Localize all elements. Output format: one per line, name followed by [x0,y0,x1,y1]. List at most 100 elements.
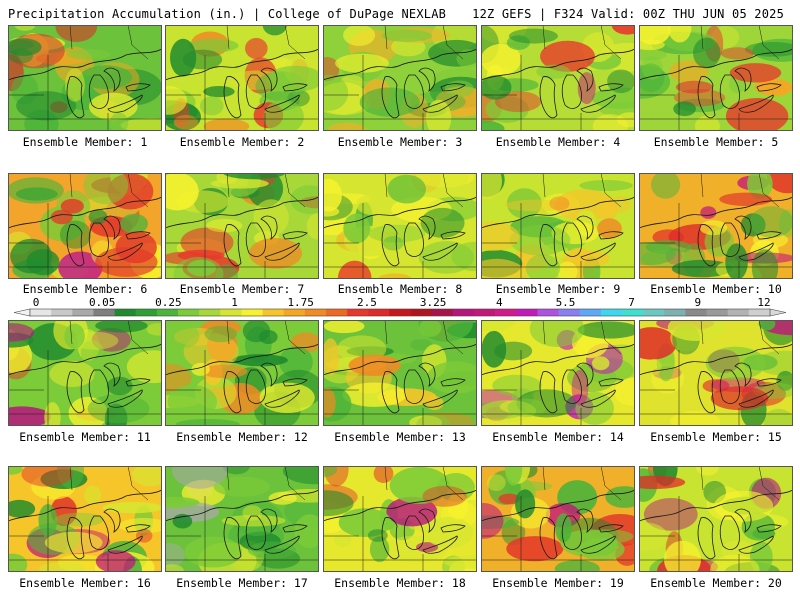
state-border [127,25,149,60]
lake-shoreline [107,389,143,408]
state-border [226,320,230,345]
precip-area [323,179,342,212]
lake-shoreline [422,94,458,113]
precipitation-map [323,25,477,131]
precip-area [549,196,570,211]
state-border [127,173,149,208]
precip-area [416,542,439,553]
lake-shoreline [381,224,400,267]
lake-shoreline [165,196,319,229]
precip-area [184,536,242,568]
lake-shoreline [282,524,308,533]
ensemble-map-panel [639,466,793,572]
precip-area [577,72,596,105]
precip-area [104,403,128,426]
panel-frame [323,25,477,131]
lake-shoreline [440,378,466,387]
state-border [226,173,230,198]
geography-outline [8,173,162,279]
lake-shoreline [125,378,151,387]
precip-area [415,173,475,188]
precip-area [641,56,663,80]
colorbar-swatch [199,309,221,316]
lake-shoreline [260,508,278,533]
lake-shoreline [422,389,458,408]
panel-frame [639,320,793,426]
precip-area [418,241,474,274]
precip-area [481,75,512,100]
panel-frame [165,173,319,279]
precip-area [21,466,73,487]
precipitation-map [323,466,477,572]
precip-area [83,173,129,205]
ensemble-map-panel [639,320,793,426]
precip-area [89,92,138,121]
ensemble-map-panel [165,466,319,572]
lake-shoreline [223,517,242,560]
lake-shoreline [88,369,109,404]
precip-area [146,323,162,336]
colorbar-tick-label: 1 [231,296,238,309]
precip-area [165,496,200,509]
precip-area [120,118,162,131]
lake-shoreline [66,224,85,267]
precip-area [206,218,243,233]
precip-area [481,221,520,251]
colorbar-swatch [537,309,559,316]
state-border [384,320,388,345]
state-border [542,173,546,198]
precip-area [323,466,338,478]
lake-shoreline [323,489,477,522]
lake-shoreline [738,94,774,113]
geography-outline [165,25,319,131]
precip-area [555,189,614,221]
state-border [69,320,73,345]
lake-shoreline [539,224,558,267]
lake-shoreline [418,215,436,240]
colorbar-swatch [156,309,179,316]
lake-shoreline [418,67,436,92]
colorbar-swatch [474,309,496,316]
lake-shoreline [125,231,151,240]
precip-area [200,96,224,116]
precipitation-map [8,173,162,279]
precip-area [323,338,340,376]
precip-area [277,489,319,503]
precip-area [536,64,571,79]
geography-outline [165,320,319,426]
precip-area [8,177,64,204]
lake-shoreline [697,371,716,414]
colorbar-swatch [241,309,263,316]
precip-area [387,174,426,204]
lake-shoreline [539,76,558,119]
precip-area [447,492,469,520]
colorbar-swatch [178,309,200,316]
colorbar-tick-label: 4 [496,296,503,309]
lake-shoreline [125,524,151,533]
lake-shoreline [418,362,436,387]
lake-shoreline [264,242,300,261]
precip-area [348,354,401,376]
precip-area [506,536,564,562]
precip-area [481,400,537,422]
state-border [600,173,622,208]
state-border [127,320,149,355]
colorbar-swatch [685,309,707,316]
precipitation-map [165,320,319,426]
ensemble-map-panel [481,320,635,426]
precip-area [716,405,746,426]
lake-shoreline [418,508,436,533]
precip-area [115,231,157,264]
lake-shoreline [165,489,319,522]
precip-area [136,528,153,543]
precip-area [694,115,720,131]
colorbar-tick-label: 9 [694,296,701,309]
ensemble-map-panel [481,173,635,279]
state-border [700,173,704,198]
state-border [758,320,780,355]
precipitation-map [639,320,793,426]
precipitation-map [8,320,162,426]
precip-area [481,173,502,200]
colorbar-tick-label: 1.75 [287,296,314,309]
lake-shoreline [245,369,266,404]
